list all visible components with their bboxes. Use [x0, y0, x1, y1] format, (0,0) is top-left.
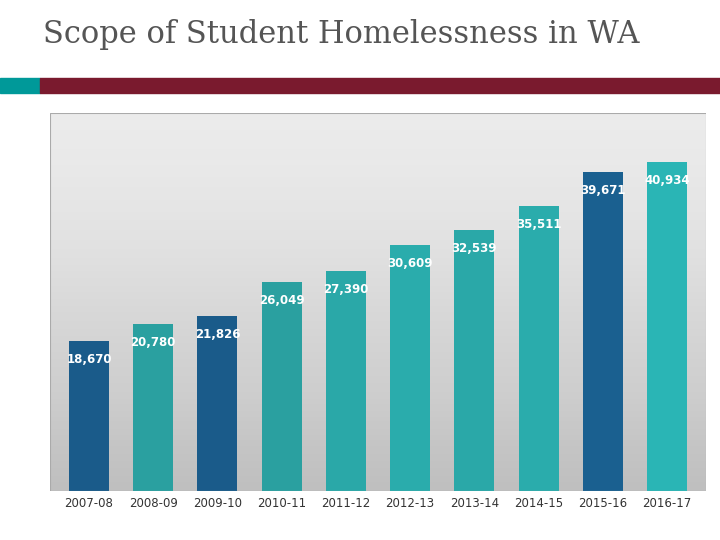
Text: 32,539: 32,539 [451, 242, 497, 255]
Bar [0, 78, 40, 93]
Text: 39,671: 39,671 [580, 184, 626, 198]
Bar [454, 230, 494, 491]
Text: 20,780: 20,780 [130, 336, 176, 349]
Text: 35,511: 35,511 [516, 218, 562, 231]
Bar [583, 172, 623, 491]
Bar [69, 341, 109, 491]
Text: 27,390: 27,390 [323, 283, 369, 296]
Bar [647, 162, 687, 491]
Bar [326, 271, 366, 491]
Bar [262, 282, 302, 491]
Bar [390, 245, 430, 491]
Text: 26,049: 26,049 [258, 294, 305, 307]
Text: 18,670: 18,670 [66, 353, 112, 366]
Bar [518, 206, 559, 491]
Bar [133, 325, 173, 491]
Text: 21,826: 21,826 [194, 328, 240, 341]
Bar [197, 316, 238, 491]
Text: Scope of Student Homelessness in WA: Scope of Student Homelessness in WA [43, 18, 639, 50]
Text: 40,934: 40,934 [644, 174, 690, 187]
Text: 30,609: 30,609 [387, 257, 433, 271]
